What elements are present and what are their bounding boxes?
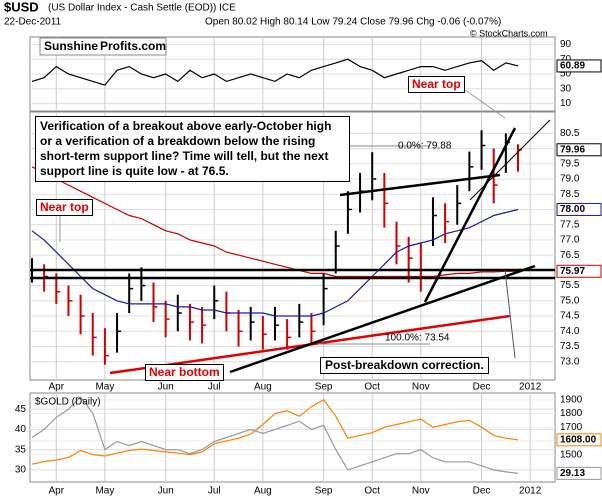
y-tick-label: 75.0: [560, 295, 580, 306]
series-line: [31, 396, 519, 474]
y-tick-label: 40: [15, 424, 27, 435]
fib-label: 0.0%: 79.88: [398, 141, 452, 152]
y-tick-label: 74.5: [560, 311, 580, 322]
arrow: [464, 89, 506, 119]
x-tick-label: Dec: [473, 382, 491, 393]
series-line: [31, 399, 519, 465]
x-tick-label: Jun: [158, 382, 174, 393]
y-tick-label: 45: [15, 404, 27, 415]
y-tick-label: 90: [560, 39, 572, 50]
x-tick-label: Aug: [254, 486, 272, 497]
y2-tick-label: 1800: [560, 408, 583, 419]
x-tick-label: Jul: [208, 382, 221, 393]
x-tick-label: Jul: [208, 486, 221, 497]
y-tick-label: 77.5: [560, 219, 580, 230]
x-tick-label: Oct: [364, 382, 380, 393]
y-tick-label: 75.5: [560, 280, 580, 291]
x-tick-label: Nov: [412, 486, 430, 497]
x-tick-label: Dec: [473, 486, 491, 497]
y-tick-label: 10: [560, 98, 572, 109]
x-tick-label: Nov: [412, 382, 430, 393]
trendlines: [30, 89, 555, 375]
y2-tick-label: 1500: [560, 449, 583, 460]
y-tick-label: 50: [560, 69, 572, 80]
annotation: Near top: [36, 199, 93, 216]
x-tick-label: 2012: [519, 486, 542, 497]
y-tick-label: 79.0: [560, 174, 580, 185]
annotation: Post-breakdown correction.: [320, 357, 489, 374]
trendline: [423, 127, 517, 303]
end-label: 79.96: [560, 144, 585, 155]
end-label-box: [556, 202, 602, 216]
annotation: Near bottom: [145, 364, 224, 381]
brand: Sunshine: [44, 39, 98, 53]
y-tick-label: 73.0: [560, 356, 580, 367]
end-label-box: [556, 264, 602, 278]
symbol-name: (US Dollar Index - Cash Settle (EOD)) IC…: [48, 3, 236, 14]
brand: Profits.com: [100, 39, 166, 53]
y-tick-label: 73.5: [560, 341, 580, 352]
symbol: $USD: [4, 0, 39, 14]
x-tick-label: Apr: [49, 486, 65, 497]
end-label-box: [556, 143, 602, 157]
date: 22-Dec-2011: [4, 17, 62, 28]
x-tick-label: Sep: [315, 486, 333, 497]
y-tick-label: 70: [560, 54, 572, 65]
y-tick-label: 78.5: [560, 189, 580, 200]
y2-tick-label: 1900: [560, 394, 583, 405]
end-label-box: [556, 433, 602, 447]
trendline: [339, 173, 501, 197]
legend: $GOLD (Daily): [35, 397, 101, 408]
x-tick-label: Jun: [158, 486, 174, 497]
x-tick-label: May: [95, 486, 114, 497]
trendline: [229, 264, 536, 374]
end-label: 29.13: [560, 468, 585, 479]
quote: Open 80.02 High 80.14 Low 79.24 Close 79…: [205, 17, 501, 28]
y-tick-label: 79.5: [560, 158, 580, 169]
x-tick-label: May: [95, 382, 114, 393]
y-tick-label: 76.5: [560, 250, 580, 261]
x-tick-label: Oct: [364, 486, 380, 497]
trendline: [469, 119, 551, 201]
y-tick-label: 74.0: [560, 326, 580, 337]
end-label: 1608.00: [560, 434, 597, 445]
x-tick-label: 2012: [519, 382, 542, 393]
end-label-box: [556, 466, 602, 480]
brand-box: [39, 37, 167, 56]
annotation: Verification of a breakout above early-O…: [35, 116, 350, 182]
fib-label: 100.0%: 73.54: [385, 333, 450, 344]
y-tick-label: 30: [15, 465, 27, 476]
end-label-box: [556, 59, 602, 73]
series-line: [31, 58, 519, 86]
y2-tick-label: 1700: [560, 422, 583, 433]
y-tick-label: 35: [15, 444, 27, 455]
y-tick-label: 80.5: [560, 128, 580, 139]
y-tick-label: 30: [560, 83, 572, 94]
series-line: [31, 166, 518, 278]
arrow: [504, 269, 516, 359]
x-tick-label: Apr: [49, 382, 65, 393]
credit: © StockCharts.com: [470, 28, 548, 38]
end-label: 78.00: [560, 204, 585, 215]
x-tick-label: Sep: [315, 382, 333, 393]
end-label: 75.97: [560, 266, 585, 277]
x-tick-label: Aug: [254, 382, 272, 393]
y-tick-label: 77.0: [560, 235, 580, 246]
annotation: Near top: [408, 76, 465, 93]
end-label: 60.89: [560, 61, 585, 72]
series-line: [31, 208, 519, 317]
panel-frame: [29, 392, 556, 483]
